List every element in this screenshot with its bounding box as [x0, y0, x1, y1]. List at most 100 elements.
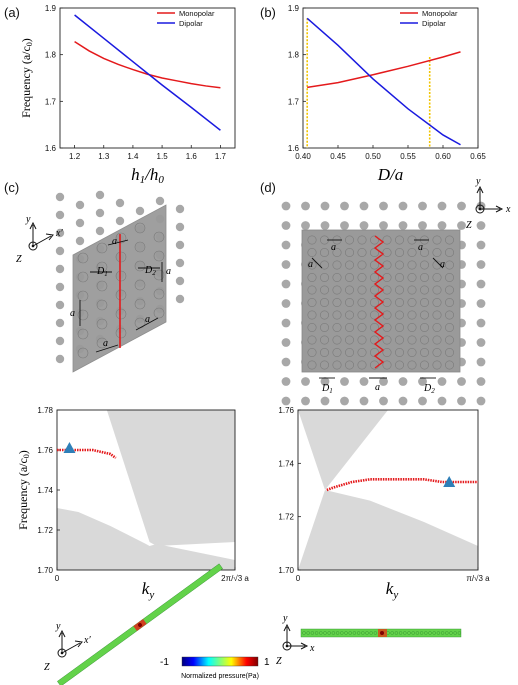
y-tick-label: 1.9 — [288, 4, 300, 13]
hole — [369, 285, 379, 295]
hole — [444, 260, 454, 270]
strip-hole — [419, 631, 424, 635]
axis-dot-c — [31, 244, 35, 248]
hole — [357, 335, 367, 345]
hole — [344, 248, 354, 258]
dim-a-c1: a — [112, 236, 117, 247]
hole — [77, 271, 89, 283]
eigenstate-marker — [443, 476, 456, 487]
hole — [369, 260, 379, 270]
lattice-dot — [55, 264, 65, 274]
dim-d1-d-sub: 1 — [329, 387, 333, 395]
lattice-dot — [320, 201, 330, 211]
lattice-dot — [457, 377, 466, 386]
y-tick-label: 1.72 — [37, 526, 53, 535]
strip-hole — [424, 631, 428, 635]
axis-z-c: Z — [16, 254, 22, 265]
y-tick-label: 1.9 — [45, 4, 57, 13]
panel-label-c: (c) — [4, 180, 19, 195]
x-tick-label: 0.65 — [470, 152, 486, 161]
lattice-dot — [75, 200, 85, 210]
continuum-region-upper — [106, 410, 235, 546]
lattice-dot — [476, 299, 486, 308]
y-tick-label: 1.76 — [278, 406, 294, 415]
lattice-dot — [301, 377, 310, 386]
hole — [444, 347, 454, 357]
lattice-dot — [95, 208, 105, 218]
hole — [77, 252, 89, 264]
lattice-dot — [359, 201, 369, 211]
lattice-dot — [75, 218, 85, 228]
axes-triad-field-d — [282, 623, 309, 651]
series-line — [307, 51, 461, 89]
field-strip-c: y x′ Z — [44, 563, 223, 685]
axis-z-field-d: Z — [276, 656, 282, 667]
dim-a-c4: a — [145, 314, 150, 325]
strip-hole — [352, 631, 357, 635]
hole — [332, 310, 342, 320]
lattice-dot — [55, 300, 65, 310]
hole — [307, 235, 317, 245]
y-axis-label: Frequency (a/c0) — [19, 38, 34, 118]
lattice-dot — [398, 377, 408, 386]
lattice-dot — [115, 198, 125, 208]
x-tick-label: 0.60 — [435, 152, 451, 161]
hole — [369, 235, 379, 245]
lattice-dot — [75, 236, 85, 246]
hole — [307, 272, 317, 282]
lattice-dot — [281, 377, 291, 386]
x-tick-label: 1.5 — [157, 152, 169, 161]
chart-d: 0 π/√3 a 1.70 1.72 1.74 1.76 ky — [278, 406, 490, 601]
lattice-dot — [55, 318, 65, 328]
hole — [382, 322, 392, 332]
lattice-dot — [476, 338, 486, 347]
lattice-dot — [359, 396, 369, 406]
axes-triad-d — [475, 185, 504, 214]
strip-hole — [323, 631, 327, 635]
colorbar-gradient — [181, 656, 259, 667]
hole — [153, 231, 165, 243]
hole — [307, 310, 317, 320]
hole — [407, 272, 417, 282]
dim-a-d2: a — [418, 242, 423, 253]
dim-d1-d: D1 — [321, 383, 333, 395]
y-tick-label: 1.74 — [37, 486, 53, 495]
schematic-d: a a a a D1 a D2 Z y x — [281, 176, 511, 406]
hole — [382, 235, 392, 245]
hole — [134, 241, 146, 253]
lattice-dot — [457, 221, 466, 230]
series-line — [74, 14, 221, 131]
continuum-region-lower — [298, 490, 478, 570]
panel-label-a: (a) — [4, 5, 20, 20]
axis-x-field-d: x — [309, 643, 315, 654]
lattice-dot — [476, 240, 486, 250]
dim-d2-c-text: D — [144, 265, 153, 276]
hole — [77, 347, 89, 359]
hole — [419, 322, 429, 332]
strip-hole — [449, 631, 453, 635]
strip-hole — [432, 631, 436, 635]
hole — [357, 248, 367, 258]
dim-a-d1: a — [331, 242, 336, 253]
x-tick-label: 1.3 — [98, 152, 110, 161]
hole — [96, 299, 108, 311]
hole — [419, 360, 429, 370]
strip-hole — [369, 631, 373, 635]
dim-d2-d-text: D — [423, 383, 432, 394]
panel-label-b: (b) — [260, 5, 276, 20]
strip-hole — [302, 631, 306, 635]
hole — [444, 297, 454, 307]
hole — [382, 347, 392, 357]
hole — [344, 285, 354, 295]
axis-dot-field-d — [285, 644, 289, 648]
strip-hole — [394, 631, 399, 635]
dim-a-c5: a — [103, 338, 108, 349]
axis-dot-d — [478, 207, 482, 211]
lattice-dot — [379, 201, 388, 211]
strip-hole — [457, 631, 462, 635]
hole — [319, 272, 329, 282]
hole — [307, 260, 317, 270]
hole — [332, 285, 342, 295]
strip-hole — [306, 631, 310, 635]
strip-hole — [361, 631, 365, 635]
